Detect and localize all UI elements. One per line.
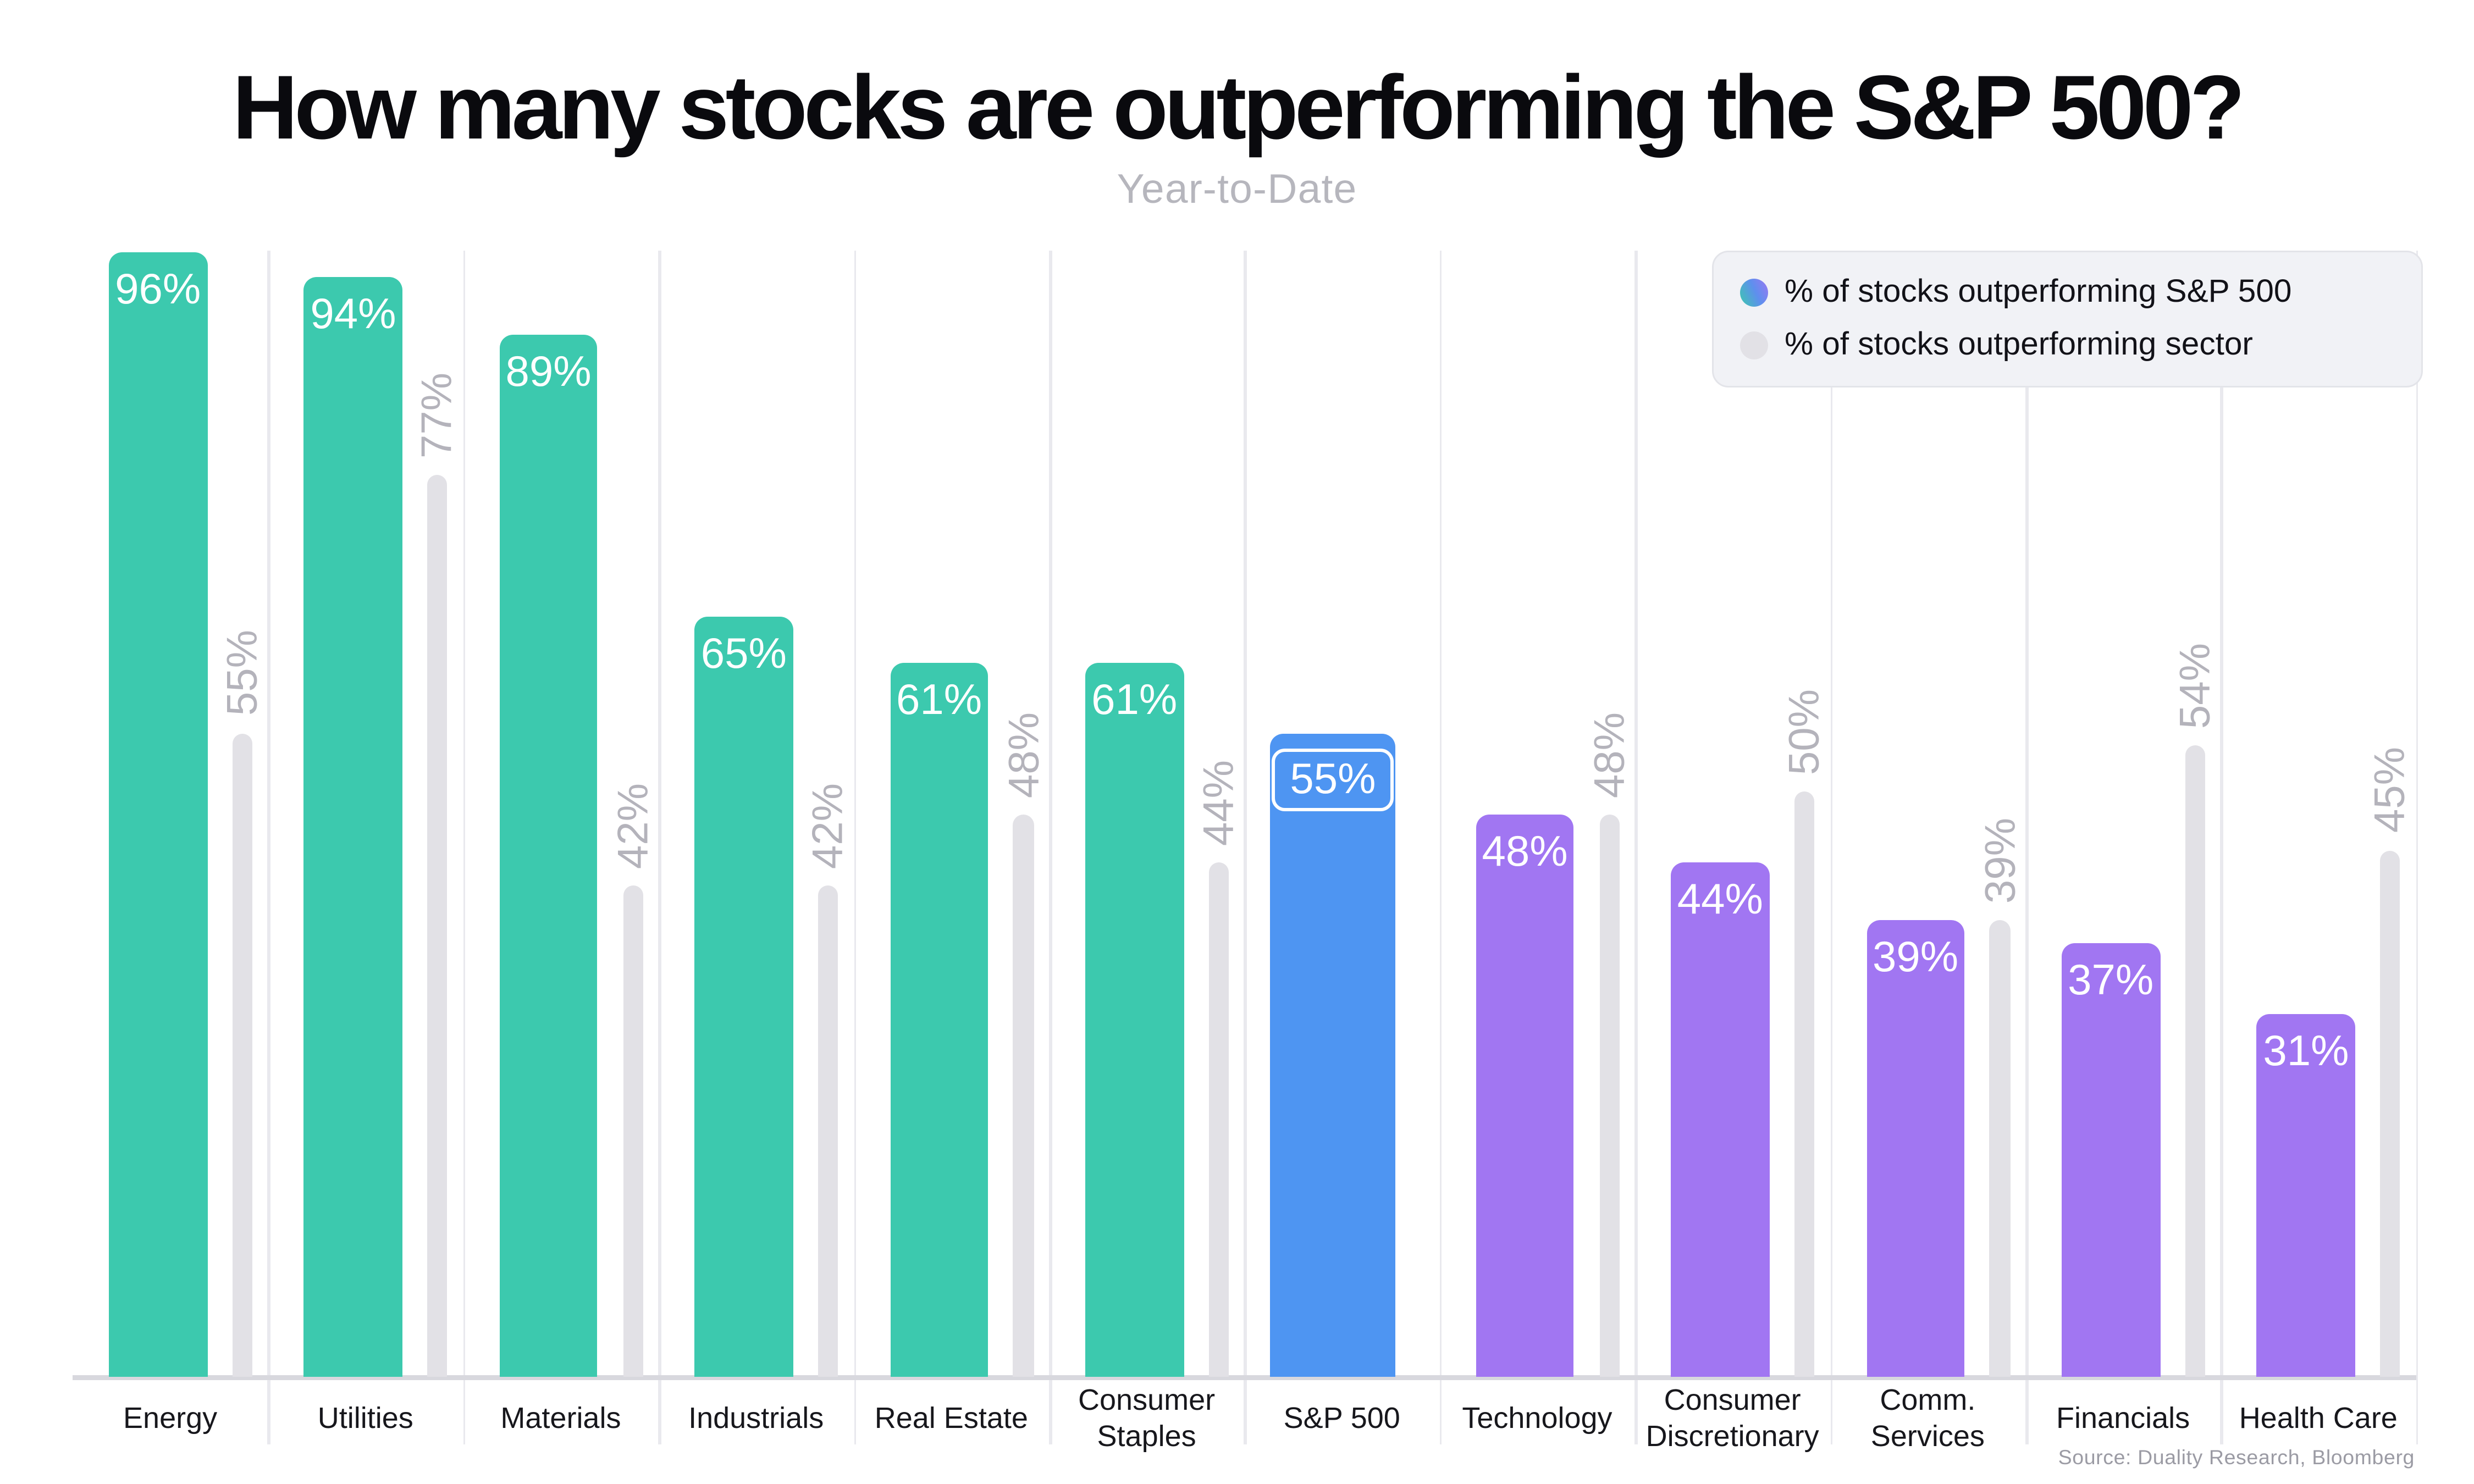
x-axis-line — [73, 1375, 2416, 1380]
category-label-materials: Materials — [500, 1402, 621, 1435]
sector-value-consumer-staples: 44% — [1193, 759, 1243, 845]
bar-financials: 37% — [2062, 943, 2160, 1377]
sector-bar-comm-services — [1989, 920, 2011, 1377]
bar-industrials: 65% — [694, 616, 793, 1377]
gridline — [2025, 251, 2028, 1444]
bar-utilities: 94% — [304, 276, 402, 1377]
bar-value-technology: 48% — [1482, 826, 1568, 876]
gridline — [1830, 251, 1833, 1444]
bar-value-utilities: 94% — [310, 287, 396, 337]
bar-value-health-care: 31% — [2263, 1025, 2349, 1075]
category-label-financials: Financials — [2056, 1402, 2190, 1435]
gridline — [1634, 251, 1638, 1444]
sector-value-technology: 48% — [1583, 712, 1633, 799]
sector-bar-health-care — [2380, 850, 2401, 1377]
category-label-s-p-500: S&P 500 — [1283, 1402, 1400, 1435]
sector-bar-industrials — [818, 885, 838, 1377]
sector-value-health-care: 45% — [2365, 747, 2415, 834]
gridline — [658, 251, 661, 1444]
category-label-industrials: Industrials — [688, 1402, 824, 1435]
bar-value-consumer-discretionary: 44% — [1677, 873, 1763, 923]
bar-materials: 89% — [499, 335, 598, 1377]
bar-consumer-staples: 61% — [1085, 662, 1184, 1377]
legend-swatch-gray-icon — [1740, 331, 1768, 359]
legend: % of stocks outperforming S&P 500 % of s… — [1712, 251, 2423, 387]
category-label-health-care: Health Care — [2239, 1402, 2398, 1435]
gridline — [853, 251, 857, 1444]
legend-item-outperform-sector: % of stocks outperforming sector — [1740, 326, 2395, 364]
bar-s-p-500: 55% — [1271, 733, 1395, 1377]
gridline — [1244, 251, 1247, 1444]
category-label-consumer-discretionary: Consumer Discretionary — [1645, 1383, 1819, 1453]
sector-value-materials: 42% — [607, 783, 657, 869]
bar-technology: 48% — [1476, 815, 1574, 1377]
bar-value-energy: 96% — [115, 264, 201, 314]
sector-bar-real-estate — [1013, 815, 1034, 1377]
gridline — [1439, 251, 1443, 1444]
legend-label-outperform-sp500: % of stocks outperforming S&P 500 — [1785, 274, 2292, 310]
sector-value-consumer-discretionary: 50% — [1779, 689, 1829, 775]
sector-bar-energy — [232, 733, 253, 1377]
legend-label-outperform-sector: % of stocks outperforming sector — [1785, 326, 2253, 363]
gridline — [2221, 251, 2223, 1444]
bar-value-industrials: 65% — [700, 627, 787, 677]
bar-value-s-p-500: 55% — [1272, 747, 1394, 811]
bar-value-comm-services: 39% — [1872, 932, 1959, 982]
bar-consumer-discretionary: 44% — [1671, 861, 1770, 1377]
bar-value-financials: 37% — [2068, 955, 2154, 1005]
sector-value-industrials: 42% — [803, 783, 853, 869]
sector-bar-utilities — [427, 475, 448, 1377]
category-label-real-estate: Real Estate — [874, 1402, 1028, 1435]
source-note: Source: Duality Research, Bloomberg — [2058, 1446, 2415, 1469]
category-label-energy: Energy — [123, 1402, 218, 1435]
gridline — [2416, 251, 2419, 1444]
sector-value-utilities: 77% — [412, 373, 462, 459]
sector-bar-consumer-staples — [1208, 861, 1229, 1377]
sector-bar-financials — [2185, 744, 2206, 1377]
gridline — [1049, 251, 1052, 1444]
bar-energy: 96% — [109, 253, 207, 1377]
bar-health-care: 31% — [2257, 1014, 2355, 1377]
category-label-utilities: Utilities — [317, 1402, 413, 1435]
gridline — [463, 251, 466, 1444]
bar-value-real-estate: 61% — [896, 674, 982, 724]
legend-swatch-gradient-icon — [1740, 279, 1768, 307]
sector-value-energy: 55% — [217, 630, 267, 717]
bar-value-materials: 89% — [505, 346, 592, 396]
sector-bar-consumer-discretionary — [1794, 791, 1815, 1377]
sector-value-real-estate: 48% — [998, 712, 1048, 799]
bar-value-consumer-staples: 61% — [1091, 674, 1178, 724]
chart-title: How many stocks are outperforming the S&… — [232, 56, 2245, 158]
legend-item-outperform-sp500: % of stocks outperforming S&P 500 — [1740, 274, 2395, 312]
bar-real-estate: 61% — [890, 662, 989, 1377]
category-label-comm-services: Comm. Services — [1870, 1383, 1985, 1453]
bar-comm-services: 39% — [1866, 920, 1965, 1377]
gridline — [268, 251, 270, 1444]
chart-subtitle: Year-to-Date — [1117, 167, 1357, 213]
sector-bar-materials — [622, 885, 643, 1377]
category-label-consumer-staples: Consumer Staples — [1078, 1383, 1216, 1453]
sector-value-comm-services: 39% — [1974, 818, 2024, 904]
category-label-technology: Technology — [1462, 1402, 1612, 1435]
sector-value-financials: 54% — [2169, 642, 2219, 728]
sector-bar-technology — [1599, 815, 1620, 1377]
